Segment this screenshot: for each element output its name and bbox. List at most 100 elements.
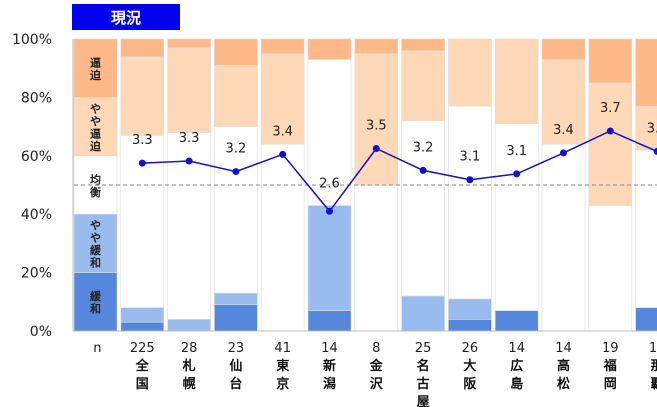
line-point xyxy=(279,150,287,158)
line-point xyxy=(232,168,240,176)
legend-label: 逼迫 xyxy=(89,56,102,82)
bar-segment xyxy=(635,149,657,308)
data-label: 3.2 xyxy=(413,140,434,155)
legend-label: やや逼迫 xyxy=(89,102,102,153)
data-label: 3.3 xyxy=(179,131,200,146)
legend-label: 緩和 xyxy=(90,289,102,316)
bar-segment xyxy=(214,38,258,66)
bar-segment xyxy=(541,143,586,332)
category-label: 新潟 xyxy=(323,358,336,392)
bar-segment xyxy=(401,38,445,51)
line-point xyxy=(326,207,333,215)
legend-label: やや緩和 xyxy=(90,219,102,270)
y-tick-label: 20% xyxy=(21,266,52,282)
y-tick-label: 0% xyxy=(30,324,52,340)
bar-segment xyxy=(588,38,633,84)
bar-segment xyxy=(448,105,492,300)
category-label: 札幌 xyxy=(182,358,196,392)
bar-segment xyxy=(401,50,445,122)
data-label: 3.5 xyxy=(366,119,387,134)
n-value: 28 xyxy=(181,341,198,356)
legend-band xyxy=(73,38,118,98)
bar-segment xyxy=(494,38,539,124)
category-label: 東京 xyxy=(276,358,289,392)
bar-segment xyxy=(448,319,492,332)
bar-segment xyxy=(120,38,165,57)
bar-segment xyxy=(260,143,305,332)
bar-segment xyxy=(448,298,492,320)
line-series xyxy=(142,130,657,213)
y-tick-label: 60% xyxy=(21,149,52,165)
data-label: 3.5 xyxy=(647,121,657,136)
y-tick-label: 100% xyxy=(12,32,52,48)
legend-band xyxy=(73,97,118,157)
line-point xyxy=(653,147,657,155)
line-point xyxy=(606,127,614,135)
bar-segment xyxy=(541,59,586,145)
line-point xyxy=(560,149,567,157)
bar-segment xyxy=(494,123,539,311)
category-label: 大阪 xyxy=(463,358,477,392)
bar-segment xyxy=(588,205,633,332)
bar-segment xyxy=(354,38,399,54)
data-label: 3.4 xyxy=(272,124,293,139)
bar-segment xyxy=(167,38,211,49)
n-value: 25 xyxy=(415,341,432,356)
bar-segment xyxy=(307,205,352,311)
bar-segment xyxy=(214,304,258,332)
bar-segment xyxy=(354,184,399,332)
data-label: 3.1 xyxy=(506,144,527,159)
category-label: 全国 xyxy=(135,358,150,392)
bar-segment xyxy=(635,105,657,151)
data-label: 2.6 xyxy=(319,176,340,191)
legend-label: 均衡 xyxy=(90,172,101,199)
y-tick-label: 80% xyxy=(21,90,52,106)
category-label: 那覇 xyxy=(651,359,657,392)
chart-title: 現況 xyxy=(72,4,180,30)
bar-segment xyxy=(307,38,352,60)
legend-band xyxy=(73,213,118,273)
bar-segment xyxy=(635,307,657,332)
bar-segment xyxy=(120,321,165,332)
category-label: 仙台 xyxy=(229,358,242,392)
category-label: 広島 xyxy=(510,358,523,392)
line-point xyxy=(372,145,380,152)
bar-segment xyxy=(448,38,492,107)
n-label: n xyxy=(93,341,101,356)
n-value: 225 xyxy=(130,341,155,356)
y-tick-label: 40% xyxy=(21,207,52,223)
bar-segment xyxy=(214,292,258,306)
line-point xyxy=(513,170,521,178)
bar-segment xyxy=(307,310,352,332)
bar-segment xyxy=(120,307,165,323)
bar-segment xyxy=(307,59,352,206)
n-value: 14 xyxy=(321,341,338,356)
bar-segment xyxy=(260,38,305,54)
category-label: 福岡 xyxy=(603,358,617,392)
n-value: 14 xyxy=(508,341,525,356)
legend-band xyxy=(73,272,118,332)
category-label: 名古屋 xyxy=(417,358,430,407)
bar-segment xyxy=(260,53,305,145)
data-label: 3.4 xyxy=(553,123,574,138)
line-point xyxy=(419,166,427,174)
bar-segment xyxy=(167,319,211,332)
n-value: 13 xyxy=(649,341,657,356)
data-label: 3.1 xyxy=(460,150,481,165)
category-label: 金沢 xyxy=(369,358,384,392)
category-label: 高松 xyxy=(557,358,570,392)
n-value: 23 xyxy=(228,341,245,356)
bar-segment xyxy=(214,64,258,127)
bar-segment xyxy=(120,56,165,136)
line-point xyxy=(185,157,193,165)
n-value: 14 xyxy=(555,341,572,356)
bar-segment xyxy=(167,47,211,133)
data-label: 3.2 xyxy=(226,142,247,157)
n-value: 8 xyxy=(372,341,380,356)
bar-segment xyxy=(354,53,399,186)
bar-segment xyxy=(541,38,586,60)
bar-segment xyxy=(401,295,445,332)
bar-segment xyxy=(635,38,657,107)
n-value: 19 xyxy=(602,341,619,356)
